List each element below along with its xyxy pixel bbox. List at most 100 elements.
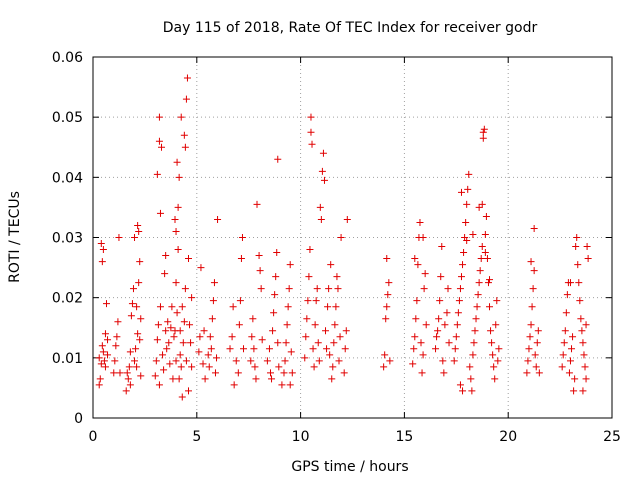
data-point — [322, 327, 330, 335]
data-point — [466, 363, 474, 371]
data-point — [275, 363, 283, 371]
data-point — [533, 339, 541, 347]
data-point — [126, 381, 134, 389]
data-point — [228, 333, 236, 341]
data-point — [337, 234, 345, 241]
x-tick-label: 15 — [395, 429, 413, 445]
data-point — [418, 369, 426, 377]
data-point — [210, 279, 218, 287]
data-point — [173, 158, 181, 166]
data-point — [187, 339, 195, 347]
data-point — [126, 348, 134, 356]
data-point — [226, 345, 234, 353]
data-point — [416, 218, 424, 226]
data-point — [578, 327, 586, 335]
data-point — [417, 339, 425, 347]
data-point — [467, 375, 475, 383]
data-point — [527, 321, 535, 329]
data-point — [181, 285, 189, 293]
x-tick-label: 20 — [499, 429, 517, 445]
data-point — [153, 336, 161, 344]
data-point — [457, 188, 465, 196]
data-point — [162, 327, 170, 335]
data-point — [574, 261, 582, 269]
data-point — [182, 95, 190, 103]
data-point — [414, 261, 422, 269]
data-point — [152, 357, 160, 365]
data-point — [385, 279, 393, 287]
data-point — [382, 315, 390, 323]
data-point — [211, 369, 219, 377]
data-point — [271, 291, 279, 299]
data-point — [483, 255, 491, 263]
data-point — [570, 387, 578, 395]
data-point — [274, 155, 282, 163]
data-point — [252, 375, 260, 383]
data-point — [134, 330, 142, 338]
data-point — [479, 128, 487, 136]
data-point — [530, 224, 538, 232]
data-point — [380, 363, 388, 371]
data-point — [532, 363, 540, 371]
data-point — [135, 279, 143, 287]
data-point — [566, 357, 574, 365]
data-point — [282, 339, 290, 347]
data-point — [177, 363, 185, 371]
data-points — [95, 74, 592, 401]
data-point — [207, 345, 215, 353]
data-point — [473, 303, 481, 311]
data-point — [156, 209, 164, 217]
data-point — [307, 113, 315, 121]
data-point — [584, 255, 592, 263]
data-point — [188, 363, 196, 371]
data-point — [562, 309, 570, 317]
data-point — [125, 363, 133, 371]
data-point — [456, 285, 464, 293]
data-point — [582, 375, 590, 383]
data-point — [316, 203, 324, 211]
data-point — [435, 315, 443, 323]
data-point — [176, 351, 184, 359]
data-point — [495, 345, 503, 353]
data-point — [249, 315, 257, 323]
data-point — [319, 149, 327, 157]
data-point — [178, 393, 186, 401]
data-point — [232, 357, 240, 365]
data-point — [165, 339, 173, 347]
data-point — [313, 285, 321, 293]
data-point — [383, 255, 391, 263]
data-point — [582, 321, 590, 329]
data-point — [558, 363, 566, 371]
data-point — [422, 321, 430, 329]
data-point — [524, 357, 532, 365]
y-tick-label: 0.01 — [52, 351, 83, 367]
data-point — [531, 351, 539, 359]
data-point — [214, 215, 222, 223]
data-point — [286, 261, 294, 269]
data-point — [95, 354, 103, 362]
data-point — [489, 351, 497, 359]
data-point — [99, 246, 107, 254]
data-point — [128, 300, 136, 308]
data-point — [129, 285, 137, 293]
data-point — [179, 339, 187, 347]
data-point — [137, 315, 145, 323]
data-point — [124, 375, 132, 383]
data-point — [257, 285, 265, 293]
chart-title: Day 115 of 2018, Rate Of TEC Index for r… — [163, 20, 538, 36]
data-point — [164, 318, 172, 326]
data-point — [534, 327, 542, 335]
data-point — [333, 273, 341, 281]
data-point — [475, 203, 483, 211]
data-point — [163, 345, 171, 353]
data-point — [462, 218, 470, 226]
data-point — [278, 381, 286, 389]
data-point — [247, 357, 255, 365]
data-point — [284, 303, 292, 311]
data-point — [240, 345, 248, 353]
data-point — [454, 309, 462, 317]
y-tick-label: 0 — [74, 411, 83, 427]
data-point — [463, 200, 471, 208]
data-point — [174, 203, 182, 211]
data-point — [317, 215, 325, 223]
